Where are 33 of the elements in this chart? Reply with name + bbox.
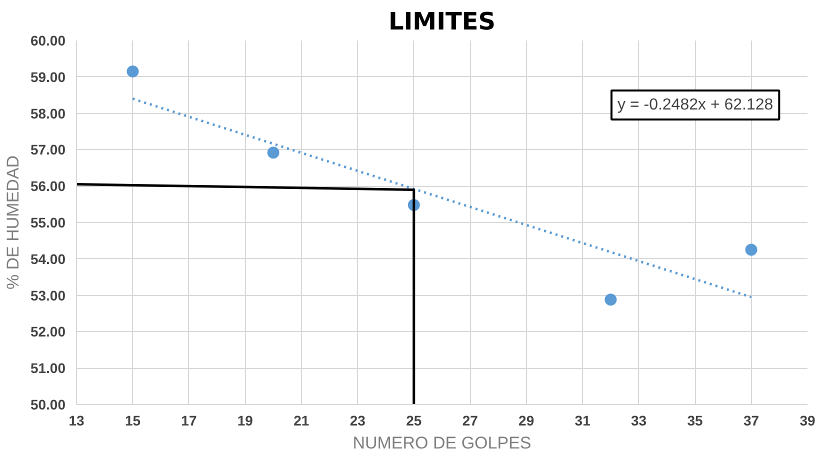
x-tick-label: 33 (631, 412, 647, 428)
annotation: y = -0.2482x + 62.128 (618, 96, 774, 114)
x-tick-label: 35 (687, 412, 704, 428)
x-tick-label: 39 (800, 412, 816, 428)
y-axis-title: % DE HUMEDAD (3, 155, 22, 290)
y-tick-label: 55.00 (30, 214, 66, 230)
x-tick-label: 25 (406, 412, 422, 428)
chart-title: LIMITES (388, 8, 496, 36)
x-tick-label: 19 (237, 412, 254, 428)
y-tick-label: 53.00 (30, 287, 66, 304)
point (604, 294, 617, 306)
x-tick-label: 37 (743, 412, 760, 428)
x-tick-label: 15 (124, 412, 141, 428)
x-tick-label: 17 (181, 412, 197, 428)
point (126, 65, 139, 78)
x-tick-label: 21 (294, 412, 310, 428)
x-tick-label: 23 (350, 412, 366, 428)
point (267, 146, 280, 159)
x-tick-label: 29 (518, 412, 534, 428)
x-tick-label: 13 (68, 412, 84, 428)
x-tick-label: 31 (574, 412, 591, 428)
y-tick-label: 60.00 (30, 32, 66, 48)
x-axis-title: NUMERO DE GOLPES (352, 434, 532, 452)
point (745, 244, 758, 256)
y-tick-label: 54.00 (30, 250, 66, 267)
y-tick-label: 52.00 (30, 324, 66, 340)
y-tick-label: 58.00 (30, 105, 66, 122)
y-tick-label: 59.00 (30, 68, 66, 85)
y-tick-label: 56.00 (30, 178, 66, 194)
x-tick-label: 27 (462, 412, 478, 428)
y-tick-label: 50.00 (30, 396, 66, 412)
y-tick-label: 57.00 (30, 142, 66, 158)
y-tick-label: 51.00 (30, 360, 66, 376)
